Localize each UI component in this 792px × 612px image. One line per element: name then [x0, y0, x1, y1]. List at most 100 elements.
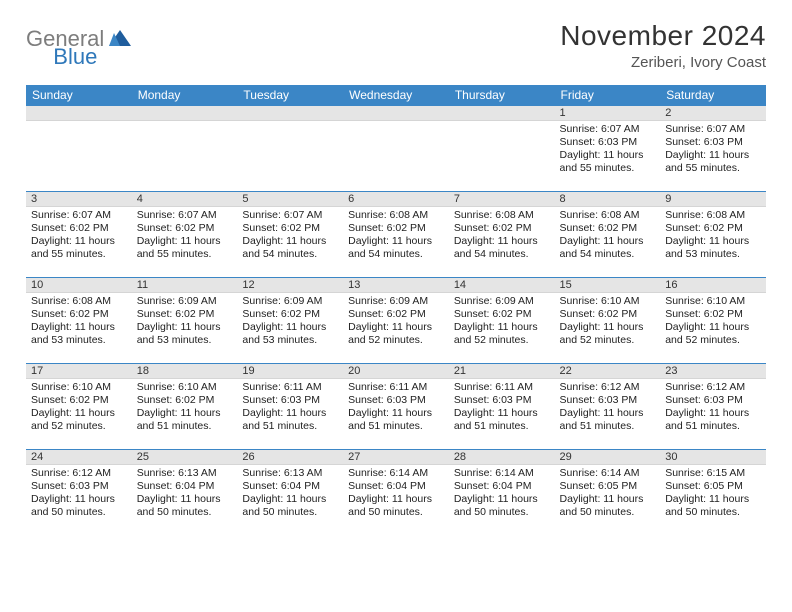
- day-line-ss: Sunset: 6:02 PM: [242, 308, 338, 321]
- day-line-d1: Daylight: 11 hours: [137, 407, 233, 420]
- day-line-d2: and 55 minutes.: [560, 162, 656, 175]
- day-line-sr: Sunrise: 6:11 AM: [454, 381, 550, 394]
- day-line-ss: Sunset: 6:03 PM: [665, 136, 761, 149]
- day-line-d2: and 53 minutes.: [31, 334, 127, 347]
- day-number: 18: [132, 364, 238, 379]
- day-line-d1: Daylight: 11 hours: [454, 321, 550, 334]
- day-line-d1: Daylight: 11 hours: [31, 321, 127, 334]
- day-line-sr: Sunrise: 6:08 AM: [31, 295, 127, 308]
- day-line-d2: and 50 minutes.: [348, 506, 444, 519]
- calendar-day-cell: [26, 106, 132, 192]
- calendar-day-cell: 28Sunrise: 6:14 AMSunset: 6:04 PMDayligh…: [449, 450, 555, 536]
- day-line-d2: and 52 minutes.: [31, 420, 127, 433]
- day-number: 17: [26, 364, 132, 379]
- day-line-sr: Sunrise: 6:10 AM: [560, 295, 656, 308]
- day-line-d2: and 51 minutes.: [560, 420, 656, 433]
- month-title: November 2024: [560, 20, 766, 52]
- day-body: Sunrise: 6:07 AMSunset: 6:03 PMDaylight:…: [555, 121, 661, 180]
- day-line-d1: Daylight: 11 hours: [348, 493, 444, 506]
- day-line-ss: Sunset: 6:04 PM: [242, 480, 338, 493]
- day-line-sr: Sunrise: 6:08 AM: [665, 209, 761, 222]
- day-line-sr: Sunrise: 6:12 AM: [665, 381, 761, 394]
- calendar-day-cell: 24Sunrise: 6:12 AMSunset: 6:03 PMDayligh…: [26, 450, 132, 536]
- day-number: 28: [449, 450, 555, 465]
- day-line-d2: and 50 minutes.: [454, 506, 550, 519]
- calendar-table: Sunday Monday Tuesday Wednesday Thursday…: [26, 85, 766, 536]
- day-line-d2: and 54 minutes.: [348, 248, 444, 261]
- day-body: Sunrise: 6:15 AMSunset: 6:05 PMDaylight:…: [660, 465, 766, 524]
- calendar-day-cell: 20Sunrise: 6:11 AMSunset: 6:03 PMDayligh…: [343, 364, 449, 450]
- calendar-day-cell: 22Sunrise: 6:12 AMSunset: 6:03 PMDayligh…: [555, 364, 661, 450]
- day-line-d2: and 50 minutes.: [242, 506, 338, 519]
- day-line-sr: Sunrise: 6:11 AM: [242, 381, 338, 394]
- day-number: 24: [26, 450, 132, 465]
- day-number: 22: [555, 364, 661, 379]
- day-line-d2: and 51 minutes.: [454, 420, 550, 433]
- weekday-header-row: Sunday Monday Tuesday Wednesday Thursday…: [26, 85, 766, 106]
- day-number-empty: [449, 106, 555, 121]
- weekday-header: Saturday: [660, 85, 766, 106]
- day-line-ss: Sunset: 6:02 PM: [454, 222, 550, 235]
- day-line-d2: and 53 minutes.: [242, 334, 338, 347]
- day-number: 14: [449, 278, 555, 293]
- calendar-day-cell: 13Sunrise: 6:09 AMSunset: 6:02 PMDayligh…: [343, 278, 449, 364]
- day-line-d2: and 55 minutes.: [31, 248, 127, 261]
- day-number: 11: [132, 278, 238, 293]
- calendar-day-cell: 7Sunrise: 6:08 AMSunset: 6:02 PMDaylight…: [449, 192, 555, 278]
- day-line-d2: and 55 minutes.: [137, 248, 233, 261]
- day-number-empty: [26, 106, 132, 121]
- day-line-ss: Sunset: 6:02 PM: [454, 308, 550, 321]
- day-number-empty: [237, 106, 343, 121]
- day-body: Sunrise: 6:10 AMSunset: 6:02 PMDaylight:…: [26, 379, 132, 438]
- calendar-day-cell: 29Sunrise: 6:14 AMSunset: 6:05 PMDayligh…: [555, 450, 661, 536]
- title-block: November 2024 Zeriberi, Ivory Coast: [560, 20, 766, 71]
- day-number: 20: [343, 364, 449, 379]
- weekday-header: Sunday: [26, 85, 132, 106]
- day-line-d2: and 51 minutes.: [242, 420, 338, 433]
- calendar-day-cell: [132, 106, 238, 192]
- day-line-d1: Daylight: 11 hours: [137, 235, 233, 248]
- day-number: 5: [237, 192, 343, 207]
- day-line-d2: and 50 minutes.: [560, 506, 656, 519]
- day-line-ss: Sunset: 6:05 PM: [665, 480, 761, 493]
- calendar-day-cell: 3Sunrise: 6:07 AMSunset: 6:02 PMDaylight…: [26, 192, 132, 278]
- day-body: Sunrise: 6:09 AMSunset: 6:02 PMDaylight:…: [449, 293, 555, 352]
- day-number: 10: [26, 278, 132, 293]
- day-line-d1: Daylight: 11 hours: [560, 493, 656, 506]
- day-number: 26: [237, 450, 343, 465]
- calendar-day-cell: 21Sunrise: 6:11 AMSunset: 6:03 PMDayligh…: [449, 364, 555, 450]
- calendar-day-cell: 5Sunrise: 6:07 AMSunset: 6:02 PMDaylight…: [237, 192, 343, 278]
- day-line-ss: Sunset: 6:02 PM: [31, 222, 127, 235]
- day-body: Sunrise: 6:11 AMSunset: 6:03 PMDaylight:…: [449, 379, 555, 438]
- day-body: Sunrise: 6:08 AMSunset: 6:02 PMDaylight:…: [449, 207, 555, 266]
- day-line-d1: Daylight: 11 hours: [665, 149, 761, 162]
- day-body: Sunrise: 6:07 AMSunset: 6:03 PMDaylight:…: [660, 121, 766, 180]
- day-line-d2: and 54 minutes.: [560, 248, 656, 261]
- day-line-d1: Daylight: 11 hours: [348, 321, 444, 334]
- calendar-day-cell: 19Sunrise: 6:11 AMSunset: 6:03 PMDayligh…: [237, 364, 343, 450]
- day-line-d2: and 54 minutes.: [454, 248, 550, 261]
- calendar-day-cell: 27Sunrise: 6:14 AMSunset: 6:04 PMDayligh…: [343, 450, 449, 536]
- day-number: 19: [237, 364, 343, 379]
- day-number: 30: [660, 450, 766, 465]
- day-line-d2: and 50 minutes.: [665, 506, 761, 519]
- day-line-d1: Daylight: 11 hours: [242, 235, 338, 248]
- day-body: Sunrise: 6:12 AMSunset: 6:03 PMDaylight:…: [26, 465, 132, 524]
- day-body: Sunrise: 6:08 AMSunset: 6:02 PMDaylight:…: [343, 207, 449, 266]
- day-line-d1: Daylight: 11 hours: [665, 407, 761, 420]
- day-line-d1: Daylight: 11 hours: [242, 407, 338, 420]
- calendar-day-cell: 16Sunrise: 6:10 AMSunset: 6:02 PMDayligh…: [660, 278, 766, 364]
- day-body: Sunrise: 6:12 AMSunset: 6:03 PMDaylight:…: [660, 379, 766, 438]
- day-line-d1: Daylight: 11 hours: [31, 407, 127, 420]
- calendar-day-cell: 4Sunrise: 6:07 AMSunset: 6:02 PMDaylight…: [132, 192, 238, 278]
- day-line-d1: Daylight: 11 hours: [454, 493, 550, 506]
- day-body: Sunrise: 6:11 AMSunset: 6:03 PMDaylight:…: [343, 379, 449, 438]
- day-line-ss: Sunset: 6:02 PM: [137, 308, 233, 321]
- day-body: Sunrise: 6:09 AMSunset: 6:02 PMDaylight:…: [237, 293, 343, 352]
- day-body: Sunrise: 6:12 AMSunset: 6:03 PMDaylight:…: [555, 379, 661, 438]
- day-line-sr: Sunrise: 6:08 AM: [348, 209, 444, 222]
- day-body: Sunrise: 6:10 AMSunset: 6:02 PMDaylight:…: [555, 293, 661, 352]
- day-line-ss: Sunset: 6:02 PM: [31, 394, 127, 407]
- day-line-sr: Sunrise: 6:12 AM: [560, 381, 656, 394]
- day-number: 27: [343, 450, 449, 465]
